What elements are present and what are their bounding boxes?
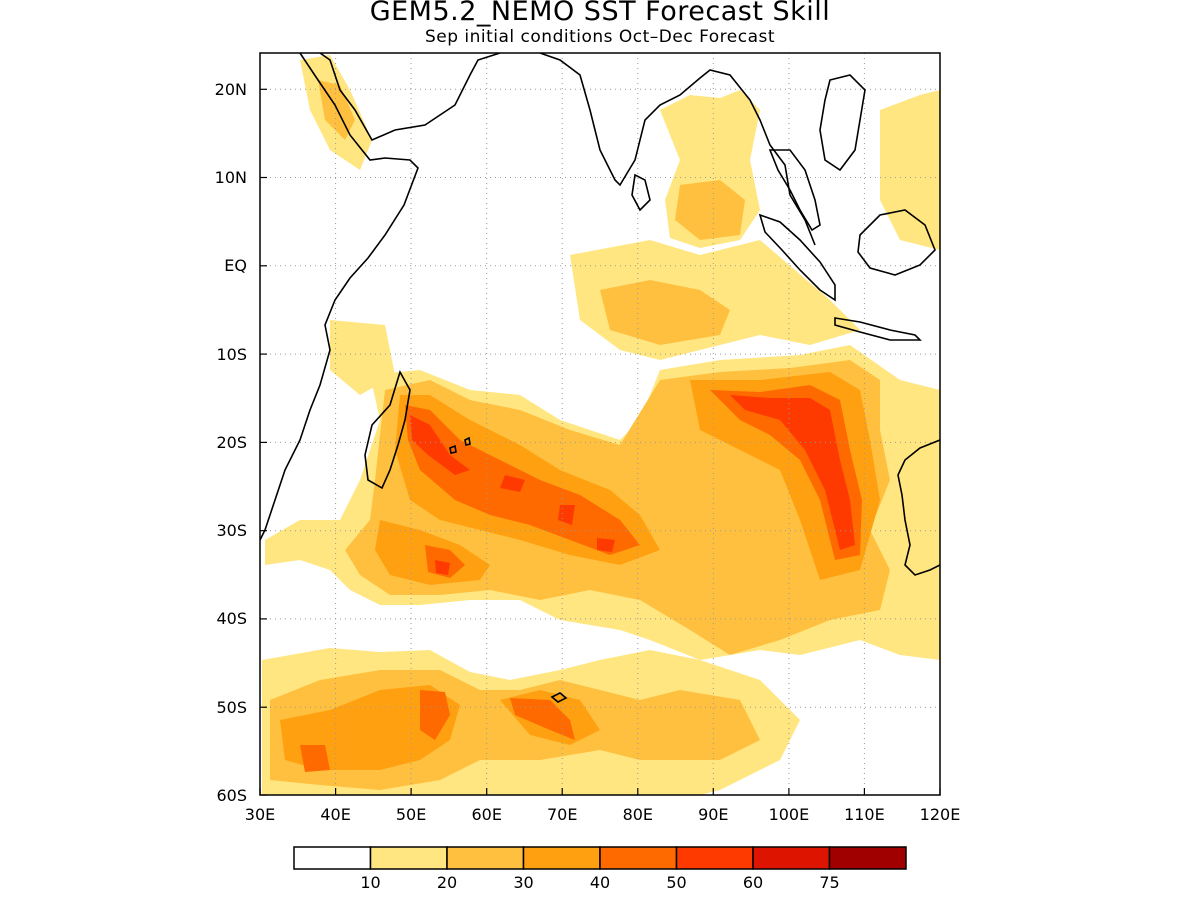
skill-region-belt-50b — [500, 475, 525, 492]
coast-kerguelen — [550, 692, 568, 703]
lat-tick-label: 50S — [216, 698, 247, 717]
colorbar-swatch — [599, 846, 678, 870]
coast-madagascar — [364, 369, 411, 490]
colorbar-swatch — [752, 846, 831, 870]
lon-tick-label: 110E — [844, 805, 885, 824]
coast-india — [539, 53, 816, 246]
lon-tick-label: 70E — [547, 805, 577, 824]
skill-region-belt-50d — [597, 538, 615, 552]
colorbar-swatch — [522, 846, 601, 870]
lon-tick-label: 90E — [698, 805, 728, 824]
colorbar-label: 60 — [743, 873, 763, 892]
colorbar-swatch — [369, 846, 448, 870]
lat-tick-label: 60S — [216, 786, 247, 805]
map-title: GEM5.2_NEMO SST Forecast Skill — [369, 0, 831, 27]
colorbar-label: 30 — [513, 873, 533, 892]
lat-tick-label: 10N — [215, 168, 247, 187]
lon-tick-label: 120E — [920, 805, 961, 824]
coast-arabia — [319, 53, 501, 142]
coast-indochina — [819, 74, 866, 172]
lon-tick-label: 40E — [320, 805, 350, 824]
colorbar-label: 40 — [590, 873, 610, 892]
skill-shading — [262, 55, 940, 795]
lat-tick-label: 20S — [216, 433, 247, 452]
lon-tick-label: 50E — [396, 805, 426, 824]
skill-region-sw-40 — [425, 545, 465, 578]
skill-region-southern-40 — [420, 690, 450, 740]
coast-mauritius — [449, 444, 457, 454]
coast-australia — [897, 439, 940, 576]
skill-region-east-indian-ocean — [880, 90, 940, 250]
skill-region-bengal-inner — [675, 180, 745, 240]
coastlines — [260, 53, 940, 703]
skill-region-sw-50 — [435, 560, 450, 575]
lon-tick-label: 30E — [245, 805, 275, 824]
lon-tick-labels: 30E 40E 50E 60E 70E 80E 90E 100E 110E 12… — [245, 805, 961, 824]
coast-malaysia — [768, 149, 821, 232]
map-gridlines — [260, 53, 940, 795]
skill-region-southern-40b — [510, 698, 575, 740]
lat-tick-label: 30S — [216, 521, 247, 540]
colorbar-label: 50 — [666, 873, 686, 892]
lat-tick-label: 40S — [216, 609, 247, 628]
map-subtitle: Sep initial conditions Oct–Dec Forecast — [424, 27, 776, 47]
coast-reunion — [464, 436, 471, 446]
colorbar: 10 20 30 40 50 60 75 — [293, 846, 907, 892]
skill-region-belt-50 — [410, 415, 470, 475]
coast-africa-arabia — [260, 53, 419, 541]
lon-tick-label: 80E — [623, 805, 653, 824]
colorbar-label: 10 — [360, 873, 380, 892]
skill-region-southern-40c — [300, 745, 330, 772]
lat-tick-labels: 20N 10N EQ 10S 20S 30S 40S 50S 60S — [215, 80, 247, 805]
coast-sumatra — [758, 213, 836, 302]
lat-tick-label: EQ — [224, 256, 247, 275]
colorbar-swatch — [293, 846, 372, 870]
coast-borneo — [857, 209, 936, 276]
colorbar-swatch — [828, 846, 907, 870]
coast-java — [834, 317, 922, 341]
skill-region-east-50 — [730, 395, 855, 550]
colorbar-label: 20 — [437, 873, 457, 892]
lon-tick-label: 60E — [471, 805, 501, 824]
lon-tick-label: 100E — [769, 805, 810, 824]
coast-sri-lanka — [631, 173, 651, 212]
colorbar-swatch — [446, 846, 525, 870]
axis-tick-marks — [259, 88, 941, 796]
map-frame — [259, 52, 941, 796]
skill-region-equatorial-inner — [600, 280, 730, 345]
skill-region-belt-50c — [558, 505, 575, 525]
colorbar-swatch — [675, 846, 754, 870]
lat-tick-label: 10S — [216, 345, 247, 364]
lat-tick-label: 20N — [215, 80, 247, 99]
colorbar-label: 75 — [819, 873, 839, 892]
